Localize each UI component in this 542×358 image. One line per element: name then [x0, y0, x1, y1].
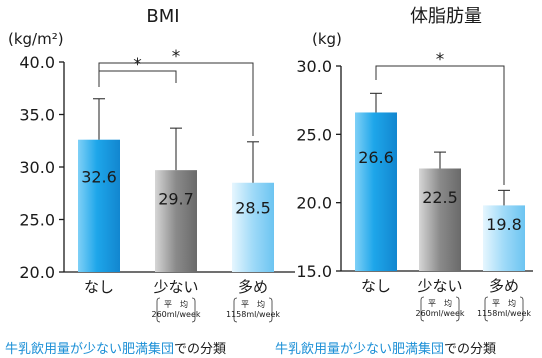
bar-1: [419, 168, 461, 271]
category-note: 平 均 260ml/week: [152, 299, 201, 319]
y-tick-label: 40.0: [19, 53, 55, 72]
y-tick-label: 20.0: [296, 194, 332, 213]
note-bracket: [268, 297, 273, 323]
bar-value-label: 19.8: [486, 215, 522, 234]
note-bracket: [156, 297, 161, 323]
significance-bracket: [375, 65, 505, 185]
chart-title: 体脂肪量: [410, 6, 482, 27]
note-bracket: [484, 296, 489, 322]
y-axis-unit: (kg): [312, 30, 342, 48]
x-category-label: 多め: [238, 278, 268, 296]
bar-value-label: 22.5: [422, 188, 458, 207]
chart-caption: 牛乳飲用量が少ない肥満集団での分類: [275, 341, 496, 357]
significance-star: *: [133, 55, 142, 75]
category-note: 平 均 260ml/week: [416, 298, 465, 318]
y-axis-unit: (kg/m²): [8, 30, 64, 48]
caption-part: 牛乳飲用量が少ない肥満集団: [275, 341, 444, 357]
note-bracket: [233, 297, 238, 323]
significance-star: *: [172, 47, 181, 67]
caption-part: での分類: [444, 342, 496, 357]
y-tick-label: 35.0: [19, 106, 55, 125]
y-tick-label: 30.0: [19, 158, 55, 177]
category-note: 平 均 1158ml/week: [477, 298, 531, 318]
x-category-label: なし: [361, 277, 391, 295]
y-tick-label: 25.0: [296, 125, 332, 144]
bar-value-label: 29.7: [158, 190, 194, 209]
category-note: 平 均 1158ml/week: [226, 299, 280, 319]
caption-part: での分類: [174, 342, 226, 357]
x-category-label: なし: [84, 278, 114, 296]
note-bracket: [420, 296, 425, 322]
bar-value-label: 28.5: [235, 199, 271, 218]
bar-2: [232, 182, 274, 272]
chart-caption: 牛乳飲用量が少ない肥満集団での分類: [5, 341, 226, 357]
chart-panel-0: BMI (kg/m²) 20.0 25.0 30.0 35.0 40.0 32.6 なし 29.7…: [5, 6, 295, 357]
bar-1: [155, 170, 197, 272]
y-tick-label: 15.0: [296, 262, 332, 281]
note-bracket: [191, 297, 196, 323]
y-tick-label: 30.0: [296, 57, 332, 76]
bar-0: [355, 112, 397, 271]
y-tick-label: 25.0: [19, 211, 55, 230]
caption-part: 牛乳飲用量が少ない肥満集団: [5, 341, 174, 357]
note-bracket: [519, 296, 524, 322]
y-tick-label: 20.0: [19, 263, 55, 282]
x-category-label: 少ない: [153, 278, 198, 296]
chart-title: BMI: [146, 6, 179, 27]
bar-value-label: 32.6: [81, 168, 117, 187]
x-category-label: 多め: [489, 277, 519, 295]
x-category-label: 少ない: [417, 277, 462, 295]
bar-0: [78, 139, 120, 272]
bar-2: [483, 205, 525, 271]
significance-star: *: [436, 50, 445, 70]
bar-value-label: 26.6: [358, 148, 394, 167]
significance-bracket: [98, 62, 254, 136]
note-bracket: [455, 296, 460, 322]
